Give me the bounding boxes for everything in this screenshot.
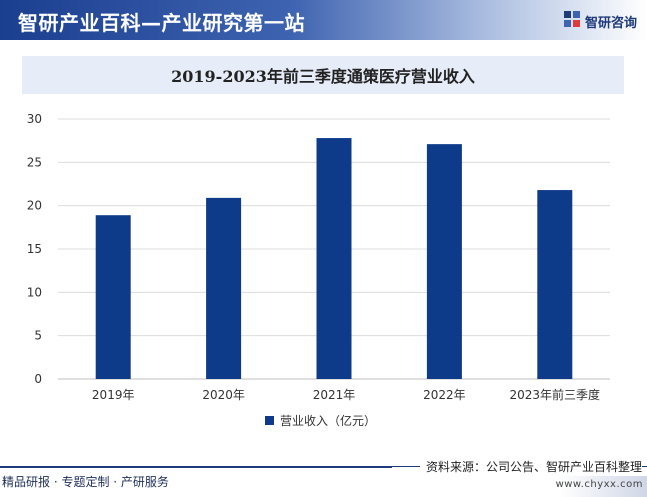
y-tick-label: 5	[34, 329, 42, 343]
footer-divider	[0, 466, 392, 468]
y-tick-label: 15	[27, 242, 42, 256]
x-tick-label: 2023年前三季度	[510, 387, 601, 402]
legend-swatch	[265, 416, 274, 425]
y-tick-label: 10	[27, 285, 42, 299]
x-tick-label: 2019年	[92, 388, 135, 402]
website-url[interactable]: www.chyxx.com	[555, 479, 643, 490]
bar	[316, 138, 352, 379]
bar	[206, 197, 242, 379]
brand[interactable]: 智研咨询	[563, 10, 637, 32]
data-source: 资料来源：公司公告、智研产业百科整理	[419, 458, 642, 475]
chart-title: 2019-2023年前三季度通策医疗营业收入	[171, 67, 475, 86]
bar	[426, 144, 462, 379]
y-tick-label: 30	[27, 112, 42, 126]
site-title: 智研产业百科—产业研究第一站	[18, 11, 305, 35]
x-tick-label: 2021年	[313, 388, 356, 402]
zhiyan-logo-icon	[563, 10, 581, 32]
header-banner: 智研产业百科—产业研究第一站	[0, 0, 647, 40]
y-tick-label: 0	[34, 372, 42, 386]
chart-title-box: 2019-2023年前三季度通策医疗营业收入	[22, 56, 624, 94]
bar	[537, 190, 573, 379]
brand-name: 智研咨询	[584, 15, 637, 31]
y-tick-label: 20	[27, 199, 42, 213]
x-tick-label: 2020年	[202, 388, 245, 402]
bar	[95, 215, 131, 379]
x-tick-label: 2022年	[423, 388, 466, 402]
legend-label: 营业收入（亿元）	[280, 413, 376, 428]
footer-url-background	[560, 476, 647, 497]
bar-chart: 0 5 10 15 20 25 30 2019年 2020年 2021年 2022年 2023年前三季…	[27, 112, 610, 428]
footer-services: 精品研报 · 专题定制 · 产研服务	[2, 475, 169, 489]
y-tick-label: 25	[27, 155, 42, 169]
